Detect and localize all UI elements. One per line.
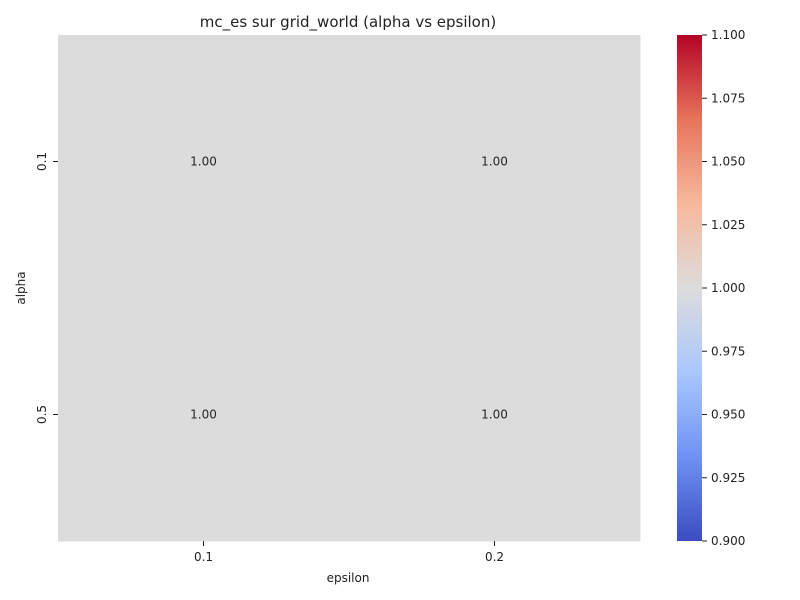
x-axis: 0.1 0.2 [194, 541, 504, 564]
y-axis-label: alpha [14, 271, 28, 304]
y-tick-label: 0.5 [35, 405, 49, 424]
heatmap-cell [58, 288, 350, 542]
colorbar-tick-label: 1.075 [711, 91, 745, 105]
heatmap-cell [58, 35, 350, 289]
colorbar-axis: 0.900 0.925 0.950 0.975 1.000 1.025 1.050 1.075… [702, 28, 745, 548]
y-axis: 0.1 0.5 [35, 152, 58, 424]
colorbar-tick-label: 1.100 [711, 28, 745, 42]
chart-title: mc_es sur grid_world (alpha vs epsilon) [200, 13, 496, 32]
colorbar-tick-label: 1.050 [711, 155, 745, 169]
colorbar-tick-label: 0.975 [711, 344, 745, 358]
colorbar-tick-label: 1.000 [711, 281, 745, 295]
heatmap-cell [349, 35, 641, 289]
x-axis-label: epsilon [327, 571, 370, 585]
cell-annotations: 1.00 1.00 1.00 1.00 [190, 155, 508, 422]
colorbar-tick-label: 0.925 [711, 471, 745, 485]
colorbar [677, 35, 702, 541]
cell-value-label: 1.00 [190, 155, 217, 169]
cell-value-label: 1.00 [481, 155, 508, 169]
colorbar-tick-label: 1.025 [711, 218, 745, 232]
heatmap-grid [58, 35, 641, 542]
cell-value-label: 1.00 [481, 408, 508, 422]
colorbar-tick-label: 0.900 [711, 534, 745, 548]
x-tick-label: 0.1 [194, 550, 213, 564]
colorbar-tick-label: 0.950 [711, 408, 745, 422]
heatmap-cell [349, 288, 641, 542]
x-tick-label: 0.2 [485, 550, 504, 564]
y-tick-label: 0.1 [35, 152, 49, 171]
cell-value-label: 1.00 [190, 408, 217, 422]
